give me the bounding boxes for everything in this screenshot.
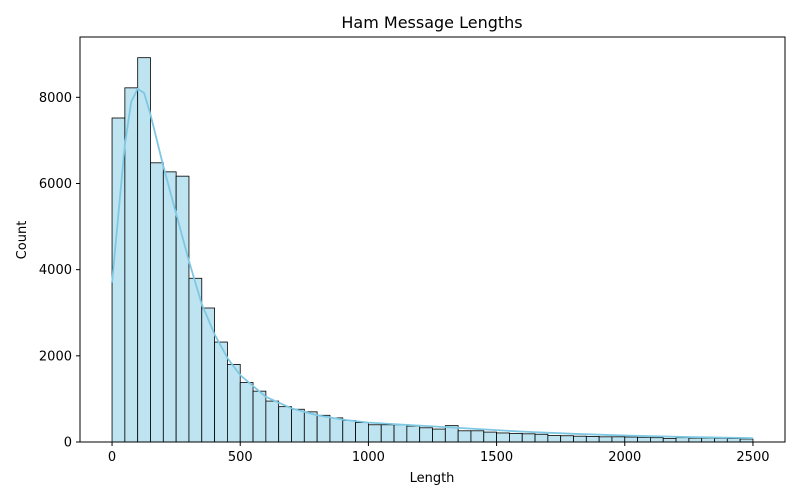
histogram-bar [509,432,523,443]
histogram-bar [303,411,318,443]
x-tick-label: 1500 [480,450,513,465]
histogram-bar [188,277,203,443]
histogram-bar [547,435,562,443]
histogram-bar [573,435,587,443]
histogram-bar [342,420,356,443]
histogram-bar [688,437,703,443]
histogram-bar [611,436,626,443]
histogram-bar [483,431,497,443]
histogram-bar [227,364,241,443]
histogram-bar [637,436,651,443]
y-tick-label: 2000 [39,349,72,364]
histogram-bar [124,87,139,443]
x-tick-label: 2500 [736,450,769,465]
histogram-bar [457,430,472,443]
histogram-bar [598,436,613,443]
x-tick-label: 1000 [352,450,385,465]
histogram-bar [214,341,228,443]
x-tick-label: 0 [108,450,116,465]
histogram-bar [406,425,421,443]
histogram-bar [175,175,190,443]
y-tick-label: 4000 [39,263,72,278]
histogram-bar [662,438,677,443]
y-axis-label: Count [15,221,30,260]
histogram-bar [650,437,664,443]
histogram-bar [470,430,485,443]
histogram-bar [162,171,177,443]
histogram-bar [560,435,574,443]
y-tick-label: 8000 [39,91,72,106]
histogram-bar [496,432,510,443]
x-axis-label: Length [410,471,455,486]
histogram-bar [329,417,344,443]
histogram-bar [521,433,536,443]
histogram-bar [726,438,741,443]
kde-layer [111,87,753,440]
y-tick-label: 0 [64,436,72,451]
histogram-bar [150,162,164,443]
histogram-bar [316,414,331,443]
histogram-bar [585,435,600,443]
x-ticks: 0 500 1000 1500 2000 2500 [108,442,770,465]
histogram-bar [278,406,292,443]
histogram-bar [368,424,382,443]
histogram-bar [252,390,267,443]
x-tick-label: 2000 [608,450,641,465]
x-tick-label: 500 [228,450,253,465]
histogram-bar [624,436,638,443]
histogram-bar [419,427,433,443]
histogram-bar [291,408,305,443]
y-tick-label: 6000 [39,177,72,192]
histogram-bar [137,57,151,443]
histogram-bar [380,424,395,443]
histogram-bar [239,382,254,443]
histogram-bar [675,437,690,443]
histogram-bar [265,400,280,443]
histogram-bar [393,424,408,443]
histogram-bar [714,437,728,443]
bars-layer [111,57,754,443]
histogram-bar [701,437,715,443]
histogram-bar [355,422,369,443]
y-ticks: 0 2000 4000 6000 8000 [39,91,80,451]
axes-frame [79,36,786,443]
chart-title: Ham Message Lengths [341,13,522,32]
histogram-bar [534,433,549,443]
histogram-bar [432,428,446,443]
kde-line [111,87,753,440]
